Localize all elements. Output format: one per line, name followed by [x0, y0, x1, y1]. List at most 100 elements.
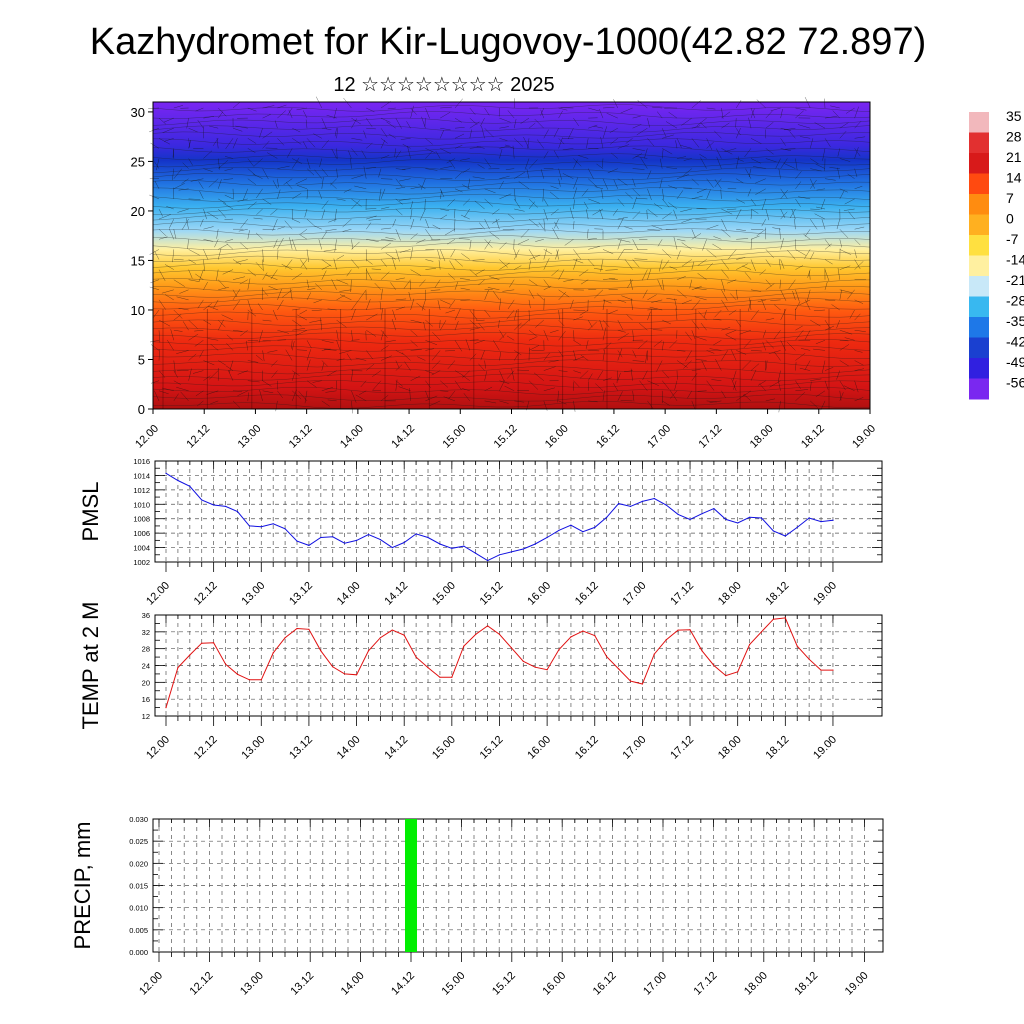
wind-barb [286, 182, 293, 189]
wind-barb [588, 178, 598, 188]
x-tick-label: 14.00 [338, 423, 366, 451]
x-tick-label: 16.00 [540, 970, 568, 998]
wind-barb [810, 158, 819, 165]
wind-barb [484, 386, 493, 392]
wind-barb [148, 107, 160, 109]
y-tick-label: 32 [142, 628, 150, 637]
wind-barb [573, 370, 582, 374]
data-point [522, 548, 524, 550]
wind-barb [489, 276, 500, 280]
wind-barb [410, 319, 422, 323]
wind-barb [701, 360, 707, 371]
wind-barb [228, 360, 234, 373]
wind-barb [731, 378, 737, 391]
wind-barb [839, 130, 847, 139]
data-point [332, 536, 334, 538]
wind-barb [272, 309, 278, 321]
wind-barb [321, 360, 328, 367]
x-tick-label: 16.00 [525, 734, 553, 762]
wind-barb [348, 150, 352, 159]
wind-barb [306, 218, 314, 226]
wind-barb [454, 144, 463, 149]
wind-barb [624, 226, 633, 230]
wind-barb [844, 198, 855, 205]
wind-barb [306, 158, 311, 170]
contour-line [152, 324, 871, 333]
wind-barb [750, 235, 760, 240]
wind-barb [703, 309, 707, 319]
wind-barb [659, 178, 663, 189]
wind-barb [528, 279, 538, 286]
wind-barb [553, 150, 559, 159]
wind-barb [617, 319, 624, 330]
wind-barb [583, 201, 589, 210]
wind-barb [569, 207, 574, 220]
wind-barb [661, 188, 665, 200]
wind-barb [469, 107, 476, 115]
data-point [189, 485, 191, 487]
wind-barb [424, 118, 426, 127]
wind-barb [720, 189, 722, 199]
wind-barb [218, 279, 227, 289]
wind-barb [296, 314, 308, 321]
data-point [629, 680, 632, 682]
wind-barb [188, 139, 192, 149]
wind-barb [203, 168, 213, 172]
wind-barb [514, 350, 522, 356]
wind-barb [321, 168, 328, 177]
wind-barb [475, 269, 485, 275]
wind-barb [625, 192, 633, 200]
wind-barb [668, 111, 678, 119]
wind-barb [691, 319, 700, 330]
wind-barb [630, 368, 633, 381]
wind-barb [854, 106, 859, 119]
y-tick-label: 0 [138, 402, 145, 417]
wind-barb [395, 277, 405, 280]
wind-barb [256, 208, 263, 215]
contour-line [152, 255, 871, 264]
wind-barb [588, 288, 597, 291]
wind-barb [820, 198, 826, 210]
wind-barb [237, 390, 248, 397]
data-point [165, 472, 167, 474]
wind-barb [425, 148, 436, 154]
wind-barb [795, 110, 804, 119]
wind-barb [632, 239, 639, 251]
colorbar-label: 35 [1006, 108, 1022, 124]
wind-barb [662, 134, 674, 139]
wind-barb [247, 168, 256, 176]
wind-barb [339, 294, 352, 301]
wind-barb [299, 309, 308, 315]
wind-barb [417, 356, 426, 361]
data-point [403, 634, 405, 636]
wind-barb [512, 145, 515, 159]
wind-barb [617, 372, 621, 381]
wind-barb [203, 150, 213, 159]
wind-barb [380, 242, 392, 250]
chart-title: Kazhydromet for Kir-Lugovoy-1000(42.82 7… [90, 21, 926, 63]
wind-barb [513, 119, 517, 129]
wind-barb [188, 368, 192, 381]
wind-barb [226, 243, 234, 250]
wind-barb [606, 112, 618, 119]
wind-barb [313, 225, 322, 230]
wind-barb [773, 330, 781, 340]
wind-barb [454, 281, 459, 290]
x-tick-label: 12.12 [184, 423, 212, 451]
wind-barb [527, 138, 530, 149]
wind-barb [253, 217, 263, 220]
data-point [308, 628, 310, 630]
wind-barb [149, 340, 160, 343]
wind-barb [351, 174, 364, 179]
data-point [749, 516, 751, 518]
wind-barb [839, 340, 849, 342]
wind-barb [354, 185, 367, 190]
wind-barb [762, 341, 767, 351]
wind-barb [314, 283, 322, 290]
wind-barb [207, 338, 219, 341]
contour-line [152, 221, 871, 230]
x-tick-label: 18.00 [742, 970, 770, 998]
wind-barb [724, 148, 737, 152]
wind-barb [218, 360, 226, 366]
wind-barb [706, 138, 713, 151]
